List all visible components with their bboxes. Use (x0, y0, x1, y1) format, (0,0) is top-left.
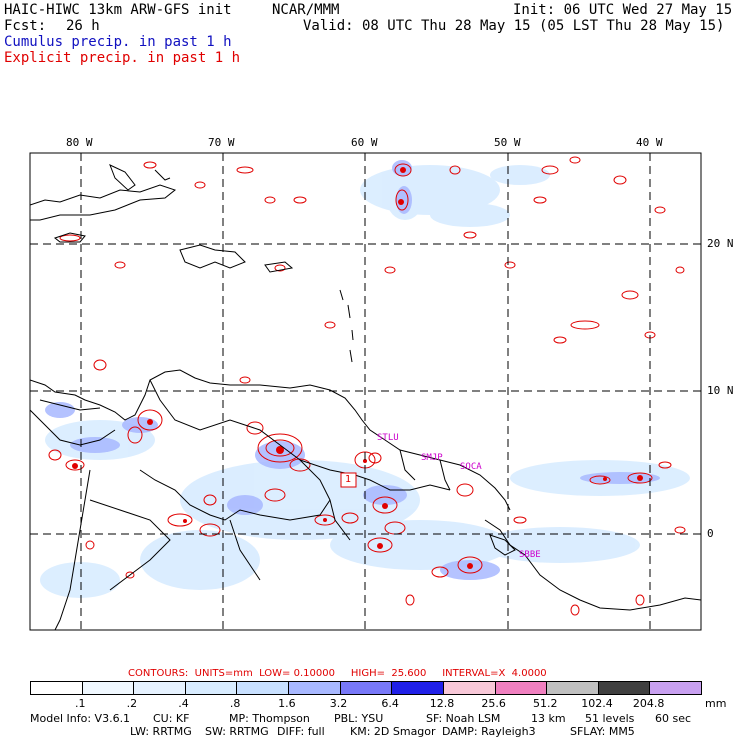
lon-label-50w: 50 W (494, 136, 521, 149)
sf-scheme: SF: Noah LSM (426, 712, 501, 725)
lat-label-10n: 10 N (707, 384, 734, 397)
colorbar-swatch (81, 681, 135, 695)
diff-scheme: DIFF: full (277, 725, 325, 738)
station-smjp: SMJP (421, 453, 443, 463)
colorbar-tick-label: 25.6 (481, 697, 506, 710)
lon-label-70w: 70 W (208, 136, 235, 149)
km-scheme: KM: 2D Smagor (350, 725, 436, 738)
station-stlu: STLU (377, 433, 399, 443)
lat-label-20n: 20 N (707, 237, 734, 250)
colorbar-swatch (442, 681, 496, 695)
vertical-levels: 51 levels (585, 712, 635, 725)
lon-label-40w: 40 W (636, 136, 663, 149)
lon-label-60w: 60 W (351, 136, 378, 149)
model-info: Model Info: V3.6.1 (30, 712, 131, 725)
colorbar-tick-label: 204.8 (632, 697, 665, 710)
colorbar-swatch (288, 681, 341, 695)
colorbar-tick-label: 51.2 (532, 697, 558, 710)
cu-scheme: CU: KF (153, 712, 190, 725)
explicit-contours (48, 156, 686, 616)
sflay-scheme: SFLAY: MM5 (570, 725, 635, 738)
colorbar-tick-label: 12.8 (429, 697, 455, 710)
colorbar-swatch (133, 681, 186, 695)
cumulus-legend: Cumulus precip. in past 1 h (4, 34, 232, 50)
lw-scheme: LW: RRTMG (130, 725, 192, 738)
pbl-scheme: PBL: YSU (334, 712, 384, 725)
damp-scheme: DAMP: Rayleigh3 (442, 725, 536, 738)
colorbar-tick-label: 102.4 (581, 697, 613, 710)
colorbar-swatch (184, 681, 238, 695)
init-time: Init: 06 UTC Wed 27 May 15 (513, 2, 733, 18)
lon-label-80w: 80 W (66, 136, 93, 149)
max-value-label: 1 (345, 474, 352, 485)
colorbar-tick-label: 1.6 (278, 697, 296, 710)
lat-label-0: 0 (707, 527, 714, 540)
colorbar-tick-label: .1 (75, 697, 86, 710)
colorbar-swatch (30, 681, 83, 695)
station-soca: SOCA (460, 462, 482, 472)
colorbar-tick-label: .4 (178, 697, 189, 710)
model-title: HAIC-HIWC 13km ARW-GFS init (4, 2, 232, 18)
forecast-label: Fcst: (4, 18, 47, 34)
colorbar-tick-label: .2 (126, 697, 138, 710)
explicit-legend: Explicit precip. in past 1 h (4, 50, 241, 66)
explicit-cores (72, 167, 643, 569)
mp-scheme: MP: Thompson (229, 712, 310, 725)
colorbar-swatch (391, 681, 444, 695)
lat-lon-grid (30, 153, 701, 630)
station-sbbe: SBBE (519, 550, 541, 560)
colorbar-swatch (339, 681, 393, 695)
colorbar-tick-label: .8 (229, 697, 241, 710)
colorbar-swatch (546, 681, 599, 695)
valid-time: Valid: 08 UTC Thu 28 May 15 (05 LST Thu … (303, 18, 725, 34)
colorbar-swatch (236, 681, 290, 695)
coastlines (30, 164, 701, 630)
org-label: NCAR/MMM (272, 2, 340, 18)
colorbar-swatch (494, 681, 548, 695)
colorbar-swatch (649, 681, 702, 695)
grid-spacing: 13 km (531, 712, 566, 725)
colorbar-tick-label: 6.4 (381, 697, 399, 710)
colorbar-unit: mm (705, 697, 727, 710)
max-value-box (340, 472, 357, 488)
forecast-hour: 26 h (66, 18, 100, 34)
colorbar-tick-label: 3.2 (329, 697, 348, 710)
contour-info: CONTOURS: UNITS=mm LOW= 0.10000 HIGH= 25… (128, 668, 547, 679)
sw-scheme: SW: RRTMG (205, 725, 269, 738)
colorbar-swatch (597, 681, 651, 695)
time-step: 60 sec (655, 712, 692, 725)
